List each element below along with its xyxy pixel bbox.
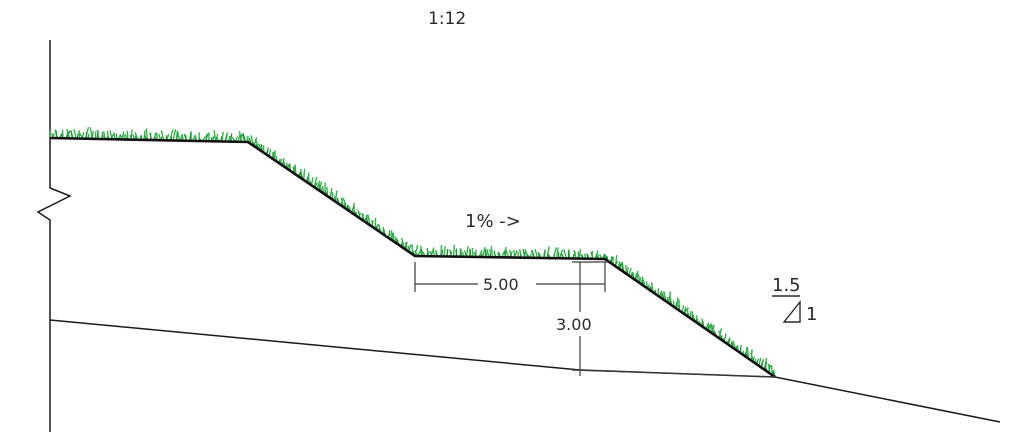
slope-horizontal-label: 1 <box>806 304 817 325</box>
terrace-profile-line <box>49 136 776 379</box>
slope-vertical-label: 1.5 <box>772 275 801 296</box>
bench-width-label: 5.00 <box>483 275 519 294</box>
grass-fringe <box>49 127 776 377</box>
original-ground-line <box>49 319 1001 423</box>
slope-ratio-symbol: 1.5 1 <box>772 275 817 325</box>
bench-height-label: 3.00 <box>556 315 592 334</box>
reference-line-with-break <box>36 40 72 432</box>
bench-height-dimension: 3.00 <box>556 261 776 378</box>
grass-blades <box>49 127 776 377</box>
grass-blades-dark <box>52 129 774 376</box>
scale-label: 1:12 <box>428 9 466 29</box>
bench-width-dimension: 5.00 <box>414 262 606 294</box>
grade-label: 1% -> <box>465 211 521 232</box>
slope-triangle-icon <box>782 300 801 323</box>
